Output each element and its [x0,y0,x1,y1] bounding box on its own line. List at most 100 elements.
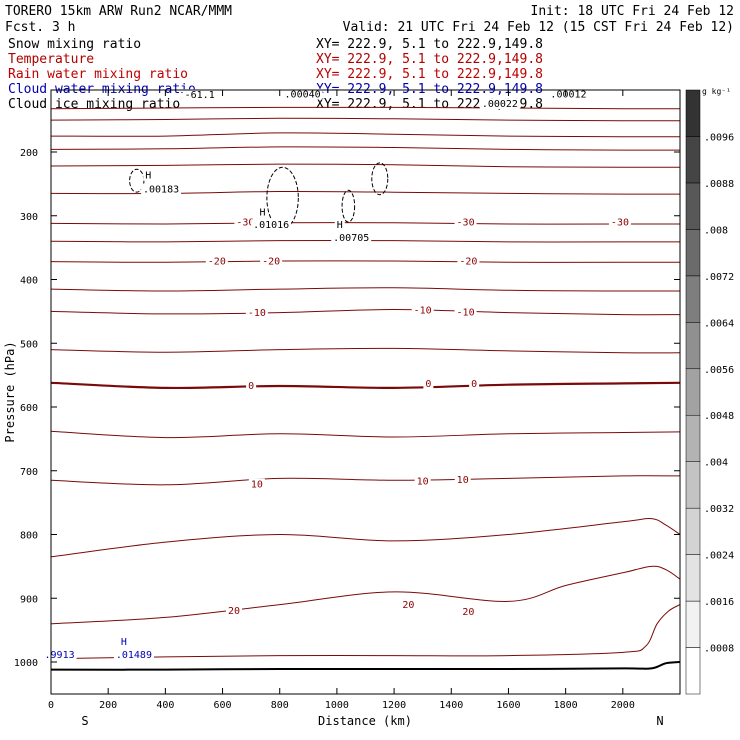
legend-xy-2: XY= 222.9, 5.1 to 222.9,149.8 [316,67,543,82]
isotherm--15 [51,287,680,292]
colorbar-level-3: .0032 [704,504,734,515]
colorbar-level-11: .0096 [704,132,734,143]
legend-xy-0: XY= 222.9, 5.1 to 222.9,149.8 [316,37,543,52]
colorbar-swatch-4 [685,461,701,509]
y-tick-label-600: 600 [20,403,38,414]
x-tick-label-1000: 1000 [325,700,349,711]
colorbar-level-8: .0072 [704,272,734,283]
contour-label-30: .9913 [45,650,75,661]
contour-label-16: 20 [402,600,414,611]
contour-label-bg-4 [260,255,283,267]
legend-label-0: Snow mixing ratio [8,37,141,52]
contour-label-bg-12 [248,478,265,490]
isotherm--25 [51,239,680,243]
colorbar-level-1: .0016 [704,597,734,608]
colorbar-level-0: .0008 [704,644,734,655]
contour-label-21: .00022 [482,99,518,110]
colorbar-level-10: .0088 [704,179,734,190]
colorbar-swatch-6 [685,368,701,416]
isotherm-5 [51,430,680,439]
contour-label-bg-23 [141,183,182,195]
contour-label-11: 0 [471,379,477,390]
y-tick-label-400: 400 [20,276,38,287]
colorbar-unit: g kg⁻¹ [702,87,731,96]
x-axis-label: Distance (km) [318,714,412,728]
y-tick-label-700: 700 [20,467,38,478]
colorbar-swatch-0 [685,647,701,695]
header-forecast-hour: Fcst. 3 h [5,20,75,35]
y-tick-label-800: 800 [20,531,38,542]
contour-label-2: -30 [611,218,629,229]
isotherm--45 [51,146,680,151]
legend-label-4: Cloud ice mixing ratio [8,97,180,112]
contour-label-bg-20 [548,88,589,100]
isotherm--30 [51,222,680,225]
contour-label-bg-22 [143,169,154,181]
isotherm--55 [51,117,680,122]
colorbar-swatch-9 [685,229,701,277]
legend-xy-1: XY= 222.9, 5.1 to 222.9,149.8 [316,52,543,67]
contour-label-bg-16 [400,599,417,611]
contour-label-4: -20 [262,257,280,268]
contour-label-bg-10 [423,377,434,389]
contour-label-24: H [260,207,266,218]
contour-label-bg-19 [282,88,323,100]
contour-label-29: .01489 [116,650,152,661]
isotherm-15 [51,517,680,558]
hydrometeor-contour-snow-3 [341,189,356,223]
colorbar-swatch-2 [685,554,701,602]
contour-label-13: 10 [417,477,429,488]
colorbar-level-2: .0024 [704,551,734,562]
contour-label-12: 10 [251,480,263,491]
legend: Snow mixing ratio XY= 222.9, 5.1 to 222.9… [8,37,543,112]
contour-label-28: H [121,637,127,648]
isotherm-0 [51,381,680,390]
colorbar-swatch-1 [685,600,701,648]
contour-label-bg-11 [469,377,480,389]
colorbar-level-5: .0048 [704,411,734,422]
contour-label-bg-26 [334,219,345,231]
contour-label-7: -10 [414,306,432,317]
contour-label-bg-9 [246,379,257,391]
isotherm-20 [51,565,680,625]
x-tick-label-200: 200 [99,700,117,711]
contour-label-bg-18 [182,89,217,101]
contour-label-bg-1 [454,216,477,228]
isotherm--60 [51,106,680,110]
north-end-label: N [656,714,663,728]
contour-label-bg-0 [234,216,257,228]
contour-label-26: H [337,220,343,231]
colorbar-level-7: .0064 [704,318,734,329]
contour-label-5: -20 [459,257,477,268]
x-tick-label-0: 0 [48,700,54,711]
x-tick-label-800: 800 [271,700,289,711]
surface-pressure-line [51,661,680,671]
contour-label-bg-17 [460,606,477,618]
contour-label-22: H [145,171,151,182]
x-tick-label-1800: 1800 [554,700,578,711]
hydrometeor-contour-snow-1 [129,168,145,193]
contour-label-bg-29 [113,648,154,660]
axes: 0 200 400 600 800 1000 1200 1400 1600 1800 2000200… [3,90,680,728]
header-valid-time: Valid: 21 UTC Fri 24 Feb 12 (15 CST Fri … [343,20,734,35]
y-tick-label-900: 900 [20,594,38,605]
colorbar-swatch-10 [685,182,701,230]
x-tick-label-1200: 1200 [382,700,406,711]
isotherm--5 [51,347,680,354]
header-init-time: Init: 18 UTC Fri 24 Feb 12 [531,4,735,19]
contour-label-bg-27 [331,231,372,243]
contour-label-bg-6 [245,307,268,319]
legend-label-1: Temperature [8,52,94,67]
contour-label-20: .00012 [550,90,586,101]
contour-label-14: 10 [457,475,469,486]
contour-label-bg-21 [479,98,520,110]
colorbar-level-4: .004 [704,458,728,469]
x-tick-label-2000: 2000 [611,700,635,711]
contour-label-25: .01016 [253,220,289,231]
colorbar-swatch-8 [685,275,701,323]
contour-label-18: -61.1 [185,90,215,101]
contour-label-23: .00183 [143,185,179,196]
y-axis-label: Pressure (hPa) [3,341,17,442]
colorbar-swatch-12 [685,89,701,137]
